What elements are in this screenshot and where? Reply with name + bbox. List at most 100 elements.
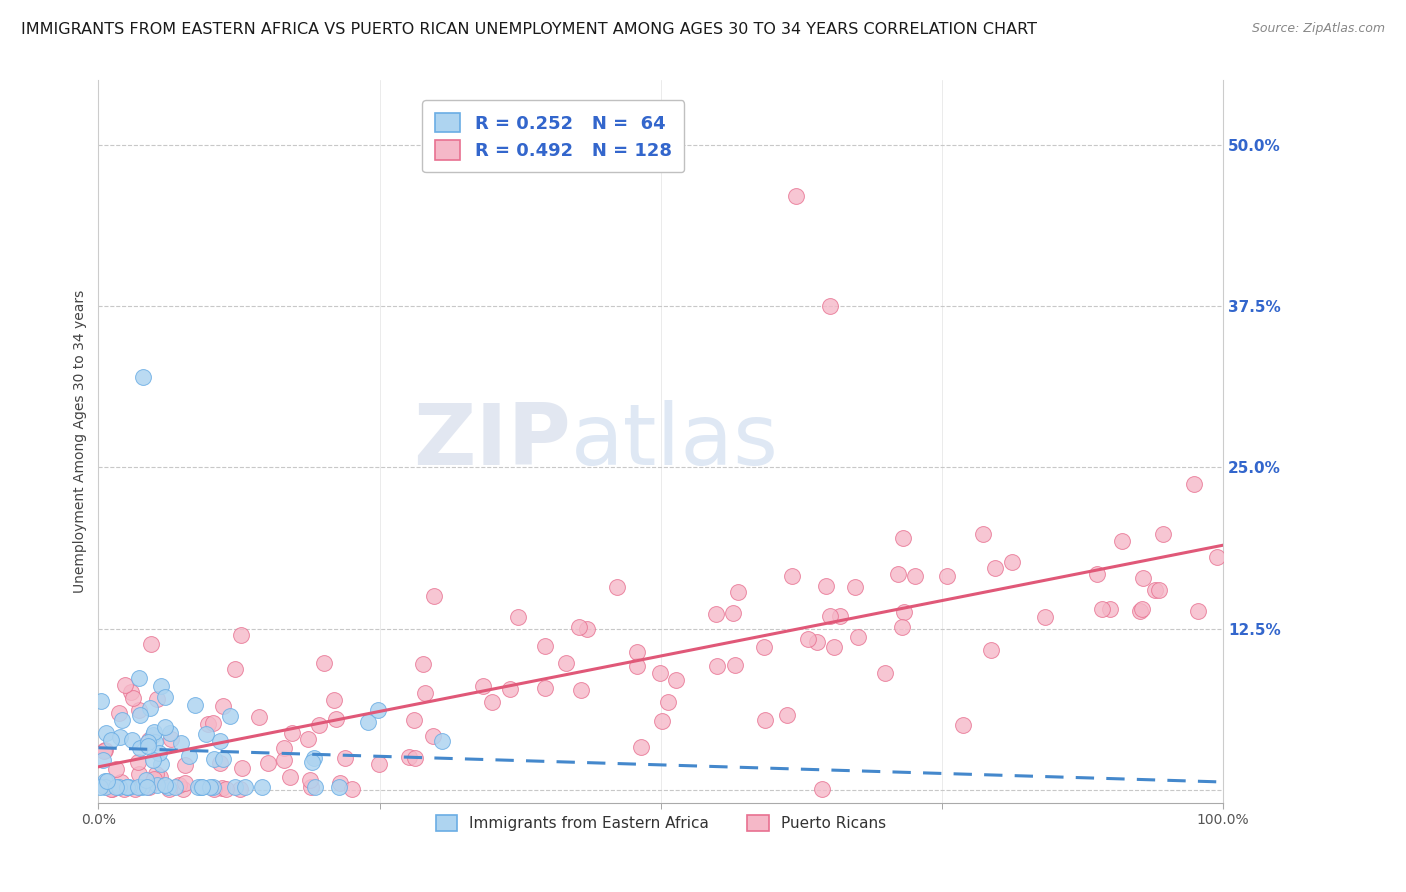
Puerto Ricans: [727, 585, 749, 599]
Puerto Ricans: [811, 781, 834, 796]
Puerto Ricans: [904, 568, 927, 582]
Puerto Ricans: [785, 189, 807, 203]
Puerto Ricans: [280, 726, 302, 740]
Puerto Ricans: [412, 657, 434, 672]
Puerto Ricans: [368, 756, 391, 771]
Immigrants from Eastern Africa: [184, 698, 207, 713]
Puerto Ricans: [936, 568, 959, 582]
Puerto Ricans: [724, 657, 747, 672]
Puerto Ricans: [149, 770, 172, 784]
Text: IMMIGRANTS FROM EASTERN AFRICA VS PUERTO RICAN UNEMPLOYMENT AMONG AGES 30 TO 34 : IMMIGRANTS FROM EASTERN AFRICA VS PUERTO…: [21, 22, 1038, 37]
Immigrants from Eastern Africa: [177, 749, 200, 764]
Immigrants from Eastern Africa: [127, 780, 149, 795]
Puerto Ricans: [721, 606, 744, 620]
Immigrants from Eastern Africa: [129, 707, 152, 722]
Puerto Ricans: [481, 695, 503, 709]
Immigrants from Eastern Africa: [155, 720, 177, 734]
Immigrants from Eastern Africa: [135, 780, 157, 795]
Puerto Ricans: [472, 679, 495, 693]
Puerto Ricans: [846, 630, 869, 644]
Puerto Ricans: [91, 778, 114, 792]
Immigrants from Eastern Africa: [208, 734, 231, 748]
Puerto Ricans: [752, 640, 775, 654]
Puerto Ricans: [534, 639, 557, 653]
Immigrants from Eastern Africa: [212, 752, 235, 766]
Puerto Ricans: [1098, 602, 1121, 616]
Immigrants from Eastern Africa: [90, 694, 112, 708]
Puerto Ricans: [650, 665, 672, 680]
Text: Source: ZipAtlas.com: Source: ZipAtlas.com: [1251, 22, 1385, 36]
Puerto Ricans: [299, 780, 322, 795]
Puerto Ricans: [404, 713, 426, 727]
Immigrants from Eastern Africa: [149, 756, 172, 771]
Puerto Ricans: [128, 767, 150, 781]
Immigrants from Eastern Africa: [190, 780, 212, 795]
Puerto Ricans: [322, 692, 344, 706]
Puerto Ricans: [797, 632, 820, 646]
Puerto Ricans: [1001, 555, 1024, 569]
Immigrants from Eastern Africa: [132, 370, 155, 384]
Immigrants from Eastern Africa: [194, 727, 217, 741]
Immigrants from Eastern Africa: [367, 703, 389, 717]
Immigrants from Eastern Africa: [187, 780, 209, 795]
Puerto Ricans: [1187, 604, 1209, 618]
Puerto Ricans: [247, 710, 270, 724]
Puerto Ricans: [209, 756, 232, 770]
Immigrants from Eastern Africa: [191, 780, 214, 795]
Puerto Ricans: [167, 778, 190, 792]
Immigrants from Eastern Africa: [105, 780, 128, 795]
Puerto Ricans: [174, 776, 197, 790]
Puerto Ricans: [229, 781, 252, 796]
Puerto Ricans: [1143, 583, 1166, 598]
Puerto Ricans: [159, 732, 181, 747]
Puerto Ricans: [630, 740, 652, 755]
Puerto Ricans: [93, 744, 115, 758]
Puerto Ricans: [569, 682, 592, 697]
Immigrants from Eastern Africa: [170, 736, 193, 750]
Immigrants from Eastern Africa: [430, 734, 453, 748]
Immigrants from Eastern Africa: [302, 751, 325, 765]
Puerto Ricans: [325, 712, 347, 726]
Puerto Ricans: [157, 781, 180, 796]
Puerto Ricans: [298, 773, 321, 788]
Puerto Ricans: [1111, 534, 1133, 549]
Puerto Ricans: [398, 749, 420, 764]
Puerto Ricans: [984, 560, 1007, 574]
Immigrants from Eastern Africa: [96, 774, 118, 789]
Puerto Ricans: [533, 681, 555, 695]
Puerto Ricans: [333, 751, 356, 765]
Puerto Ricans: [818, 299, 841, 313]
Puerto Ricans: [122, 691, 145, 706]
Puerto Ricans: [108, 706, 131, 721]
Immigrants from Eastern Africa: [142, 728, 165, 742]
Puerto Ricans: [314, 657, 336, 671]
Immigrants from Eastern Africa: [111, 713, 134, 727]
Immigrants from Eastern Africa: [198, 780, 221, 795]
Immigrants from Eastern Africa: [224, 780, 246, 795]
Puerto Ricans: [780, 569, 803, 583]
Puerto Ricans: [886, 567, 908, 582]
Puerto Ricans: [651, 714, 673, 729]
Puerto Ricans: [893, 605, 915, 619]
Immigrants from Eastern Africa: [128, 671, 150, 685]
Immigrants from Eastern Africa: [115, 780, 138, 795]
Immigrants from Eastern Africa: [301, 755, 323, 769]
Puerto Ricans: [1147, 583, 1170, 598]
Puerto Ricans: [100, 781, 122, 796]
Puerto Ricans: [830, 609, 852, 624]
Immigrants from Eastern Africa: [91, 753, 114, 767]
Puerto Ricans: [1182, 477, 1205, 491]
Puerto Ricans: [139, 637, 162, 651]
Puerto Ricans: [1091, 602, 1114, 616]
Puerto Ricans: [706, 658, 728, 673]
Immigrants from Eastern Africa: [136, 735, 159, 749]
Puerto Ricans: [257, 756, 280, 771]
Puerto Ricans: [308, 718, 330, 732]
Puerto Ricans: [104, 762, 127, 776]
Puerto Ricans: [665, 673, 688, 687]
Immigrants from Eastern Africa: [108, 780, 131, 795]
Puerto Ricans: [754, 714, 776, 728]
Puerto Ricans: [93, 743, 115, 757]
Puerto Ricans: [211, 780, 233, 795]
Puerto Ricans: [1132, 571, 1154, 585]
